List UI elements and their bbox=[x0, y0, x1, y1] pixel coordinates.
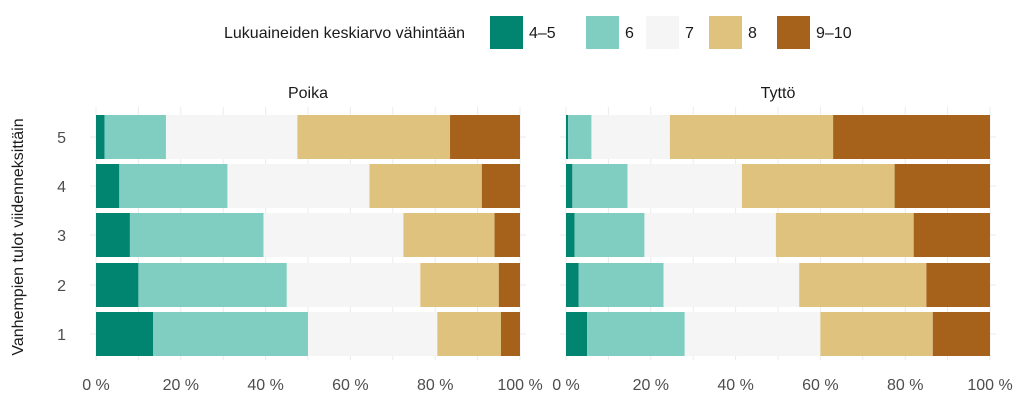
bar-segment bbox=[437, 312, 501, 356]
x-tick-label: 20 % bbox=[163, 377, 199, 394]
bar-segment bbox=[498, 263, 520, 307]
bar-segment bbox=[420, 263, 499, 307]
x-tick-label: 60 % bbox=[802, 377, 838, 394]
bar-segment bbox=[591, 115, 670, 159]
y-axis-title: Vanhempien tulot viidenneksittäin bbox=[10, 118, 27, 355]
bar-segment bbox=[833, 115, 990, 159]
x-tick-label: 40 % bbox=[247, 377, 283, 394]
bar-segment bbox=[644, 213, 776, 257]
legend-label-3: 8 bbox=[748, 25, 757, 42]
bar-segment bbox=[104, 115, 166, 159]
facet-label-1: Tyttö bbox=[761, 85, 796, 102]
bar-segment bbox=[684, 312, 821, 356]
y-tick-label: 1 bbox=[57, 327, 66, 344]
bar-segment bbox=[566, 213, 575, 257]
bar-segment bbox=[669, 115, 834, 159]
legend-title: Lukuaineiden keskiarvo vähintään bbox=[224, 25, 465, 42]
bar-segment bbox=[926, 263, 990, 307]
x-tick-label: 20 % bbox=[633, 377, 669, 394]
legend-key-3 bbox=[709, 16, 742, 49]
legend-label-4: 9–10 bbox=[816, 25, 852, 42]
facet-label-0: Poika bbox=[288, 85, 328, 102]
bar-segment bbox=[403, 213, 495, 257]
facet-panel-0: Poika 0 % 20 % 40 % 60 % 80 % 100 % 1 2 3 4 5 bbox=[57, 85, 543, 394]
bar-segment bbox=[494, 213, 520, 257]
bar-segment bbox=[138, 263, 287, 307]
bar-segment bbox=[96, 213, 130, 257]
bar-segment bbox=[96, 263, 139, 307]
bar-segment bbox=[481, 164, 520, 208]
bar-segment bbox=[566, 312, 588, 356]
x-tick-label: 40 % bbox=[717, 377, 753, 394]
bar-segment bbox=[932, 312, 990, 356]
bar-segment bbox=[820, 312, 933, 356]
bar-segment bbox=[96, 115, 105, 159]
x-tick-label: 80 % bbox=[887, 377, 923, 394]
bar-segment bbox=[627, 164, 742, 208]
x-tick-label: 100 % bbox=[967, 377, 1012, 394]
bar-segment bbox=[369, 164, 482, 208]
bar-segment bbox=[153, 312, 308, 356]
bar-segment bbox=[894, 164, 990, 208]
bar-segment bbox=[663, 263, 800, 307]
y-tick-label: 3 bbox=[57, 228, 66, 245]
y-tick-label: 4 bbox=[57, 179, 66, 196]
bar-segment bbox=[587, 312, 685, 356]
y-tick-label: 2 bbox=[57, 278, 66, 295]
bar-segment bbox=[741, 164, 895, 208]
legend: Lukuaineiden keskiarvo vähintään 4–5 6 7 8 9… bbox=[224, 16, 852, 49]
bar-segment bbox=[308, 312, 438, 356]
bar-segment bbox=[119, 164, 228, 208]
bar-segment bbox=[566, 164, 573, 208]
legend-key-4 bbox=[777, 16, 810, 49]
x-tick-label: 0 % bbox=[82, 377, 110, 394]
x-tick-label: 80 % bbox=[417, 377, 453, 394]
bar-segment bbox=[297, 115, 451, 159]
bar-segment bbox=[263, 213, 404, 257]
bar-segment bbox=[799, 263, 927, 307]
facet-panels: Poika 0 % 20 % 40 % 60 % 80 % 100 % 1 2 3 4 5 Tyttö 0… bbox=[57, 85, 1013, 394]
legend-label-0: 4–5 bbox=[529, 25, 556, 42]
legend-key-1 bbox=[586, 16, 619, 49]
legend-key-0 bbox=[490, 16, 523, 49]
bar-segment bbox=[566, 115, 569, 159]
bar-segment bbox=[578, 263, 664, 307]
bar-segment bbox=[913, 213, 990, 257]
bar-segment bbox=[574, 213, 645, 257]
facet-panel-1: Tyttö 0 % 20 % 40 % 60 % 80 % 100 % bbox=[552, 85, 1012, 394]
bar-segment bbox=[450, 115, 520, 159]
legend-label-2: 7 bbox=[685, 25, 694, 42]
bar-segment bbox=[500, 312, 520, 356]
legend-label-1: 6 bbox=[625, 25, 634, 42]
bar-segment bbox=[568, 115, 592, 159]
bar-segment bbox=[129, 213, 264, 257]
bar-segment bbox=[96, 164, 120, 208]
bar-segment bbox=[572, 164, 628, 208]
bar-segment bbox=[566, 263, 579, 307]
legend-key-2 bbox=[646, 16, 679, 49]
bar-segment bbox=[775, 213, 914, 257]
y-tick-label: 5 bbox=[57, 130, 66, 147]
bar-segment bbox=[227, 164, 370, 208]
bar-segment bbox=[96, 312, 154, 356]
bar-segment bbox=[286, 263, 421, 307]
x-tick-label: 60 % bbox=[332, 377, 368, 394]
x-tick-label: 100 % bbox=[497, 377, 542, 394]
bar-segment bbox=[165, 115, 298, 159]
x-tick-label: 0 % bbox=[552, 377, 580, 394]
